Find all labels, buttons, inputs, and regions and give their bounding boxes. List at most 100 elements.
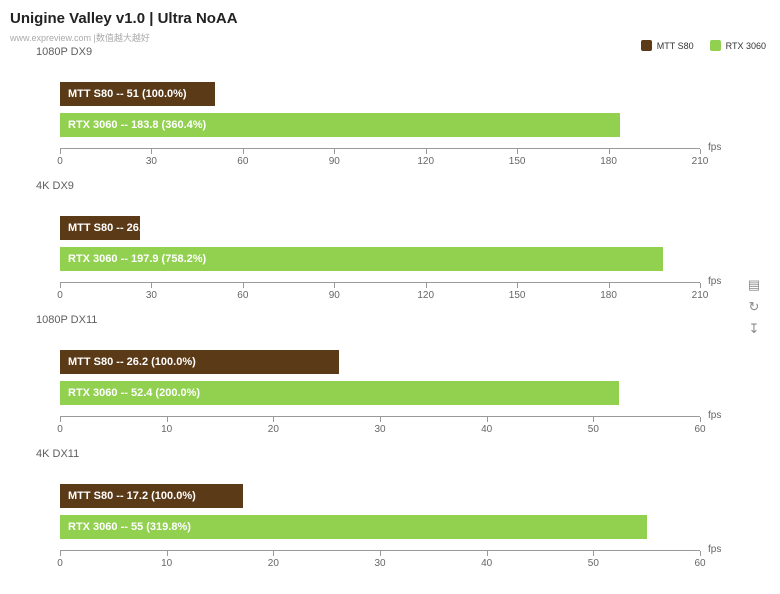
- plot-area: MTT S80 -- 51 (100.0%) RTX 3060 -- 183.8 …: [57, 44, 721, 178]
- axis-tick: [425, 283, 427, 288]
- bar-mtt-s80[interactable]: MTT S80 -- 17.2 (100.0%): [60, 484, 244, 508]
- chart-section-1080p-dx9: 1080P DX9 MTT S80 -- 51 (100.0%) RTX 3060 …: [0, 44, 780, 178]
- bar-label: RTX 3060 -- 55 (319.8%): [68, 521, 191, 533]
- axis-tick-label: 180: [600, 290, 617, 301]
- axis-tick-label: 10: [161, 424, 173, 435]
- chart-section-4k-dx9: 4K DX9 MTT S80 -- 26.1 (100.0%) RTX 3060 -…: [0, 178, 780, 312]
- bar-mtt-s80[interactable]: MTT S80 -- 51 (100.0%): [60, 82, 216, 106]
- axis-tick-label: 120: [417, 290, 435, 301]
- x-axis-line: [60, 550, 700, 551]
- bar-label: MTT S80 -- 26.2 (100.0%): [68, 356, 196, 368]
- axis-tick: [700, 149, 701, 154]
- axis-tick: [60, 149, 61, 154]
- axis-tick-label: 90: [328, 156, 340, 167]
- axis-tick-label: 90: [328, 290, 340, 301]
- data-view-icon[interactable]: ▤: [747, 277, 761, 292]
- axis-tick-label: 30: [145, 156, 157, 167]
- axis-tick: [700, 283, 701, 288]
- bar-label: MTT S80 -- 17.2 (100.0%): [68, 490, 196, 502]
- legend-item-rtx-3060[interactable]: RTX 3060: [709, 40, 766, 51]
- axis-tick: [60, 283, 61, 288]
- axis-tick: [593, 551, 595, 556]
- chart-section-1080p-dx11: 1080P DX11 MTT S80 -- 26.2 (100.0%) RTX 30…: [0, 312, 780, 446]
- plot-area: MTT S80 -- 26.2 (100.0%) RTX 3060 -- 52.4…: [57, 312, 721, 446]
- axis-tick-label: 50: [587, 558, 599, 569]
- restore-icon[interactable]: ↻: [748, 299, 760, 314]
- legend-swatch-rtx-3060: [709, 40, 721, 51]
- axis-tick-label: 30: [374, 558, 386, 569]
- chart-toolbox: ▤ ↻ ↧: [746, 278, 762, 335]
- chart-header: Unigine Valley v1.0 | Ultra NoAA www.exp…: [10, 10, 238, 44]
- bar-mtt-s80[interactable]: MTT S80 -- 26.1 (100.0%): [60, 216, 196, 240]
- bar-label: RTX 3060 -- 197.9 (758.2%): [68, 253, 207, 265]
- legend-swatch-mtt-s80: [640, 40, 652, 51]
- bars: MTT S80 -- 26.1 (100.0%) RTX 3060 -- 197.…: [60, 216, 700, 278]
- axis-tick-label: 20: [267, 558, 279, 569]
- axis-tick-label: 0: [57, 156, 63, 167]
- bar-rtx-3060[interactable]: RTX 3060 -- 52.4 (200.0%): [60, 381, 619, 405]
- axis-tick-label: 40: [481, 558, 493, 569]
- x-axis-line: [60, 416, 700, 417]
- bar-rtx-3060[interactable]: RTX 3060 -- 55 (319.8%): [60, 515, 647, 539]
- legend: MTT S80 RTX 3060: [640, 40, 766, 51]
- axis-tick-label: 210: [691, 156, 709, 167]
- axis-tick: [486, 417, 488, 422]
- axis-name-fps: fps: [708, 276, 722, 287]
- axis-name-fps: fps: [708, 410, 722, 421]
- legend-label: RTX 3060: [725, 40, 766, 51]
- axis-tick: [380, 417, 381, 422]
- bars: MTT S80 -- 51 (100.0%) RTX 3060 -- 183.8 …: [60, 82, 700, 144]
- axis-tick-label: 120: [417, 156, 435, 167]
- axis-name-fps: fps: [708, 142, 722, 153]
- axis-tick: [425, 149, 427, 154]
- axis-tick: [517, 283, 519, 288]
- bar-label: MTT S80 -- 51 (100.0%): [68, 88, 187, 100]
- bar-rtx-3060[interactable]: RTX 3060 -- 197.9 (758.2%): [60, 247, 664, 271]
- axis-tick: [593, 417, 595, 422]
- section-title: 4K DX11: [36, 448, 80, 460]
- axis-tick: [166, 551, 168, 556]
- axis-tick: [517, 149, 519, 154]
- axis-tick-label: 30: [145, 290, 157, 301]
- axis-tick: [700, 551, 701, 556]
- axis-tick: [242, 149, 244, 154]
- axis-tick: [608, 149, 610, 154]
- axis-tick: [700, 417, 701, 422]
- axis-tick-label: 60: [237, 290, 249, 301]
- page-title: Unigine Valley v1.0 | Ultra NoAA: [10, 10, 238, 27]
- bar-mtt-s80[interactable]: MTT S80 -- 26.2 (100.0%): [60, 350, 340, 374]
- section-title: 1080P DX9: [36, 46, 93, 58]
- axis-tick-label: 180: [600, 156, 617, 167]
- axis-tick: [334, 149, 336, 154]
- legend-label: MTT S80: [656, 40, 694, 51]
- axis-tick-label: 210: [691, 290, 709, 301]
- bar-label: RTX 3060 -- 52.4 (200.0%): [68, 387, 201, 399]
- bar-rtx-3060[interactable]: RTX 3060 -- 183.8 (360.4%): [60, 113, 621, 137]
- x-axis-line: [60, 148, 700, 149]
- save-image-icon[interactable]: ↧: [748, 321, 760, 336]
- axis-tick-label: 40: [481, 424, 493, 435]
- chart-section-4k-dx11: 4K DX11 MTT S80 -- 17.2 (100.0%) RTX 3060 …: [0, 446, 780, 580]
- plot-area: MTT S80 -- 26.1 (100.0%) RTX 3060 -- 197.…: [57, 178, 721, 312]
- axis-tick-label: 60: [694, 424, 706, 435]
- bar-label: MTT S80 -- 26.1 (100.0%): [68, 222, 196, 234]
- bar-label: RTX 3060 -- 183.8 (360.4%): [68, 119, 207, 131]
- axis-tick-label: 0: [57, 290, 63, 301]
- axis-tick-label: 10: [161, 558, 173, 569]
- axis-tick: [486, 551, 488, 556]
- bars: MTT S80 -- 17.2 (100.0%) RTX 3060 -- 55 (…: [60, 484, 700, 546]
- legend-item-mtt-s80[interactable]: MTT S80: [640, 40, 694, 51]
- plot-area: MTT S80 -- 17.2 (100.0%) RTX 3060 -- 55 (…: [57, 446, 721, 580]
- axis-tick: [60, 417, 61, 422]
- axis-tick-label: 50: [587, 424, 599, 435]
- chart-area: 1080P DX9 MTT S80 -- 51 (100.0%) RTX 3060 …: [0, 44, 780, 580]
- axis-tick: [151, 283, 153, 288]
- axis-tick: [608, 283, 610, 288]
- axis-tick-label: 0: [57, 424, 63, 435]
- axis-tick: [242, 283, 244, 288]
- axis-tick-label: 30: [374, 424, 386, 435]
- axis-tick-label: 60: [237, 156, 249, 167]
- axis-tick-label: 0: [57, 558, 63, 569]
- axis-tick-label: 20: [267, 424, 279, 435]
